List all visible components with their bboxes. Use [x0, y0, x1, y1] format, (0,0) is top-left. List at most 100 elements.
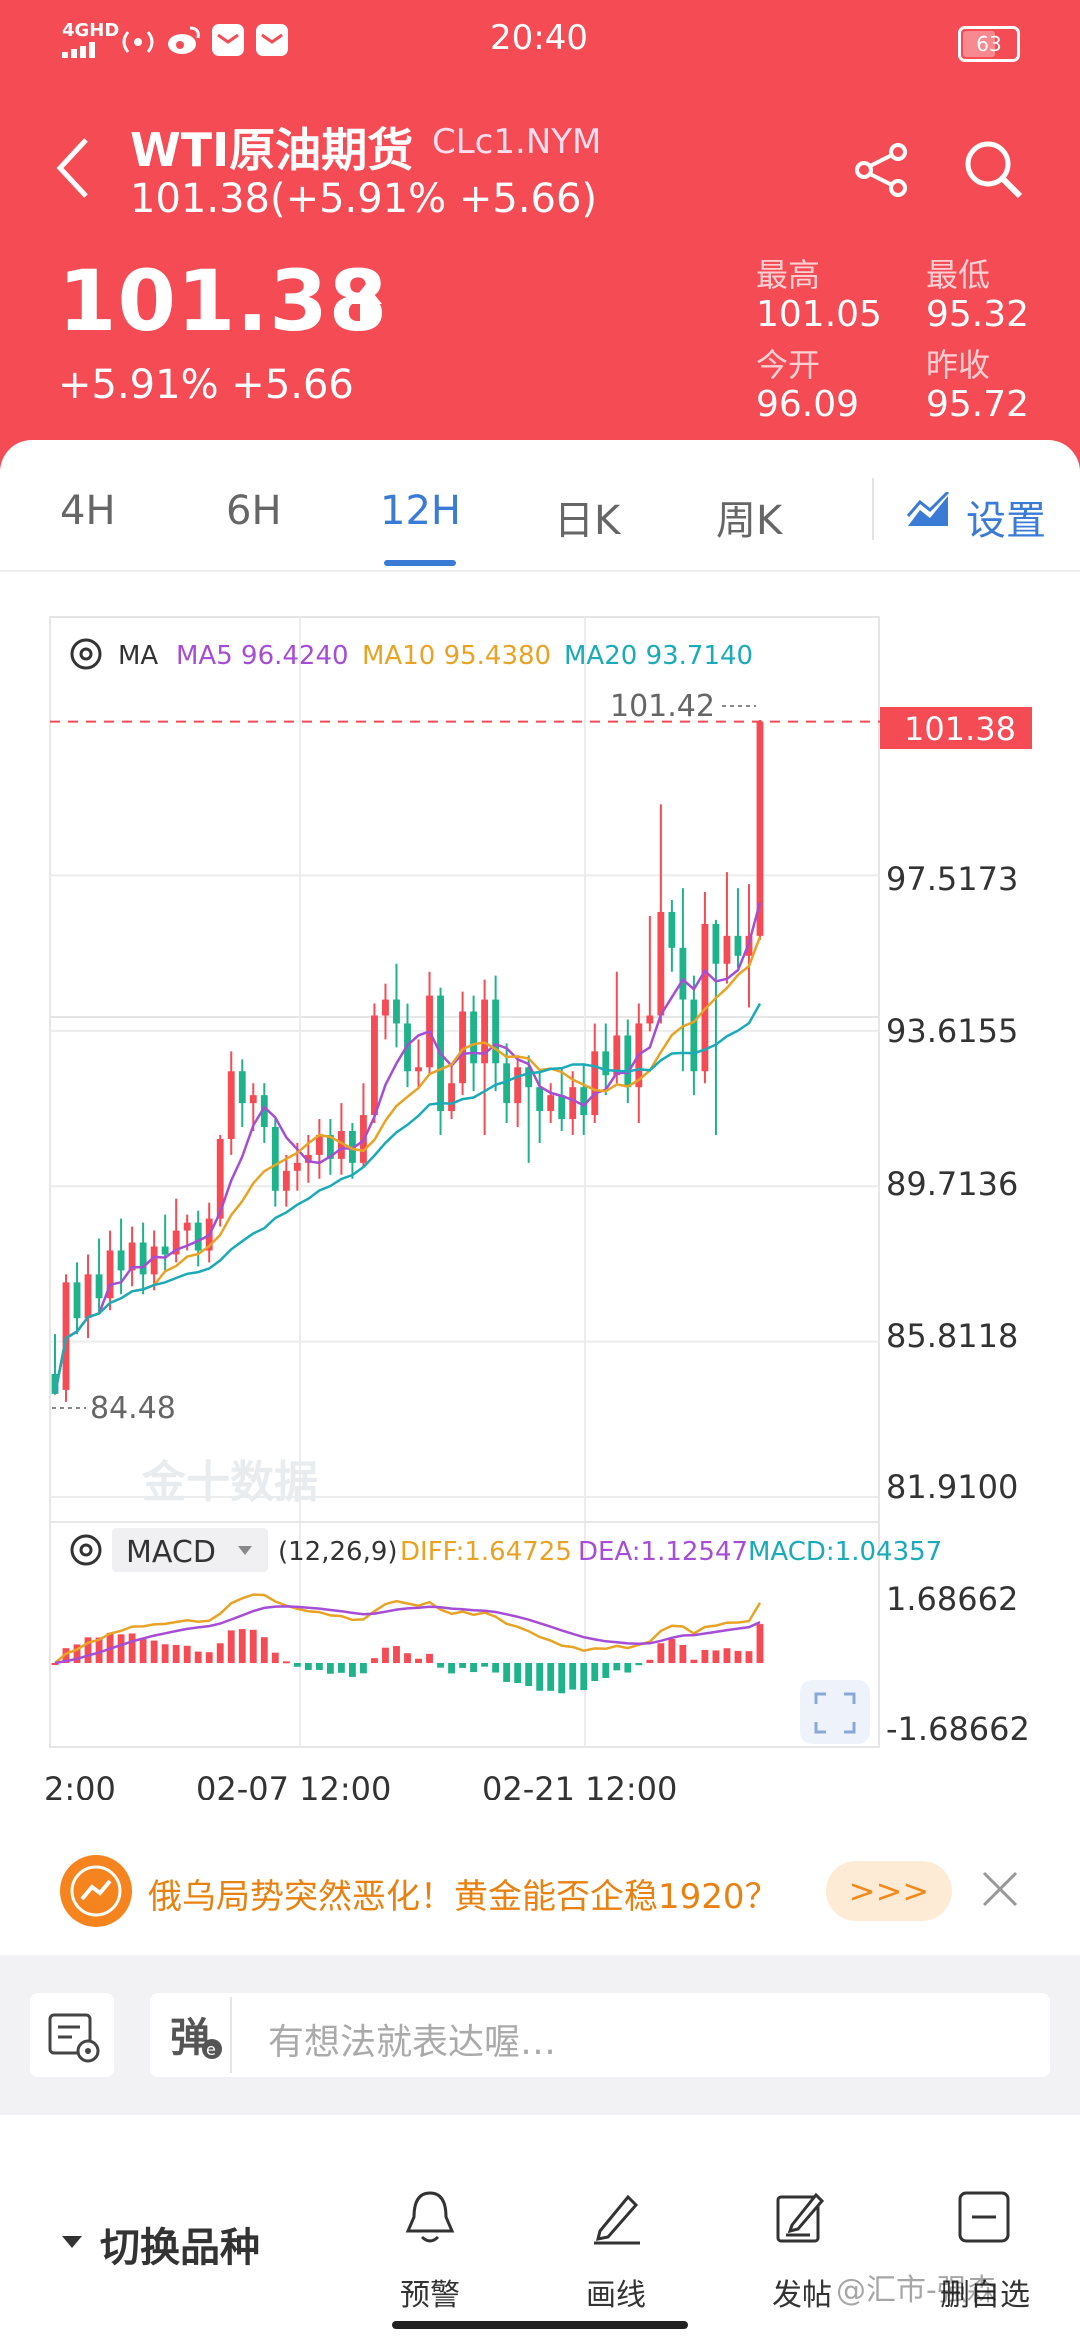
candle-body: [558, 1095, 566, 1120]
macd-bar: [360, 1663, 367, 1674]
fullscreen-icon[interactable]: [800, 1680, 870, 1744]
news-more-button[interactable]: >>>: [826, 1861, 952, 1921]
post-label[interactable]: 发帖: [772, 2278, 832, 2313]
news-banner[interactable]: 俄乌局势突然恶化！黄金能否企稳1920？ >>>: [0, 1835, 1080, 1935]
macd-bar: [216, 1643, 224, 1663]
macd-bar: [337, 1663, 345, 1673]
settings-label[interactable]: 设置: [966, 498, 1046, 544]
macd-bar: [503, 1663, 511, 1682]
macd-bar: [227, 1630, 235, 1663]
high-value: 101.05: [756, 294, 882, 335]
y-tick-4: 85.8118: [886, 1317, 1018, 1355]
candle-body: [690, 999, 698, 1072]
macd-bar: [701, 1649, 709, 1663]
macd-bar: [84, 1637, 92, 1663]
candle-body: [536, 1087, 544, 1112]
battery-level: 63: [976, 32, 1002, 56]
candle-body: [723, 935, 731, 964]
candle-body: [84, 1274, 92, 1319]
home-indicator[interactable]: [392, 2321, 688, 2329]
close-icon[interactable]: [980, 1869, 1020, 1913]
remove-watchlist-label[interactable]: 删自选: [940, 2278, 1030, 2313]
alert-label[interactable]: 预警: [400, 2278, 460, 2313]
macd-bar: [161, 1644, 169, 1663]
quote-header: 4GHD 20:40 63 WTI原油期货 CLc1.NYM 101.38(+5…: [0, 0, 1080, 470]
remove-watchlist-icon[interactable]: [956, 2187, 1012, 2251]
up-arrow-icon: [348, 282, 384, 330]
macd-bar: [128, 1633, 136, 1663]
draw-line-label[interactable]: 画线: [586, 2278, 646, 2313]
candle-body: [734, 935, 742, 956]
macd-bar: [514, 1663, 522, 1683]
ma20-line: [53, 1002, 762, 1395]
macd-gear-icon[interactable]: [70, 1534, 102, 1566]
macd-tick-bottom: -1.68662: [886, 1710, 1030, 1748]
watermark-text: @汇市-强森: [836, 2273, 997, 2308]
y-tick-3: 89.7136: [886, 1165, 1018, 1203]
candle-body: [282, 1170, 290, 1191]
post-icon[interactable]: [772, 2187, 828, 2251]
macd-selector[interactable]: [112, 1528, 268, 1572]
macd-bar: [183, 1645, 191, 1663]
candle-body: [128, 1242, 136, 1271]
back-icon[interactable]: [52, 136, 92, 204]
macd-bar: [62, 1648, 70, 1663]
search-icon[interactable]: [962, 138, 1024, 204]
kline-chart[interactable]: 金十数据 MA MA5 96.4240 MA10 95.4380 MA20 93…: [0, 600, 1080, 1800]
macd-bar: [249, 1629, 257, 1663]
tabs-separator: [0, 570, 1080, 572]
price-change: +5.91% +5.66: [58, 362, 354, 408]
active-tab-indicator: [384, 560, 456, 566]
news-headline[interactable]: 俄乌局势突然恶化！黄金能否企稳1920？: [148, 1877, 779, 1917]
tab-12h[interactable]: 12H: [380, 488, 461, 534]
sub-quote: 101.38(+5.91% +5.66): [130, 176, 598, 222]
macd-bar: [547, 1663, 555, 1691]
share-icon[interactable]: [854, 142, 910, 202]
macd-bar: [326, 1663, 334, 1674]
switch-instrument-button[interactable]: 切换品种: [100, 2225, 260, 2271]
x-tick-2: 02-07 12:00: [196, 1770, 391, 1800]
candle-body: [139, 1242, 147, 1275]
candle-body: [382, 999, 389, 1016]
candle-body: [481, 999, 489, 1064]
tab-daily[interactable]: 日K: [554, 498, 621, 544]
candle-body: [569, 1087, 577, 1120]
macd-bar: [668, 1638, 676, 1663]
tab-6h[interactable]: 6H: [226, 488, 282, 534]
macd-bar: [657, 1643, 665, 1663]
svg-text:e: e: [206, 2040, 216, 2059]
candle-body: [304, 1154, 312, 1163]
signal-icon: [62, 42, 104, 62]
candle-body: [371, 1015, 378, 1116]
chart-settings-icon[interactable]: [906, 490, 950, 532]
alert-bell-icon[interactable]: [402, 2187, 458, 2251]
ma-gear-icon[interactable]: [70, 638, 102, 670]
macd-bar: [172, 1644, 180, 1663]
macd-dea: DEA:1.12547: [578, 1537, 748, 1567]
macd-bar: [382, 1647, 389, 1663]
macd-bar: [679, 1644, 687, 1663]
macd-bar: [260, 1637, 268, 1663]
news-list-button[interactable]: [30, 1993, 114, 2077]
macd-bar: [426, 1653, 433, 1663]
comment-placeholder[interactable]: 有想法就表达喔…: [268, 2022, 557, 2063]
candle-body: [293, 1162, 301, 1171]
tab-4h[interactable]: 4H: [60, 488, 116, 534]
draw-line-icon[interactable]: [588, 2187, 644, 2251]
candle-body: [337, 1131, 345, 1159]
candle-body: [712, 923, 720, 964]
low-value: 95.32: [926, 294, 1030, 335]
candle-body: [260, 1095, 268, 1128]
tab-weekly[interactable]: 周K: [716, 498, 783, 544]
candle-body: [459, 1011, 466, 1084]
last-price-tag-text: 101.38: [904, 710, 1016, 748]
macd-bar: [470, 1663, 478, 1673]
candle-body: [349, 1131, 356, 1163]
macd-name[interactable]: MACD: [126, 1535, 216, 1570]
candle-body: [492, 999, 500, 1064]
chevron-down-icon: [238, 1546, 252, 1555]
ma10-line: [53, 936, 762, 1395]
macd-params: (12,26,9): [278, 1537, 398, 1567]
